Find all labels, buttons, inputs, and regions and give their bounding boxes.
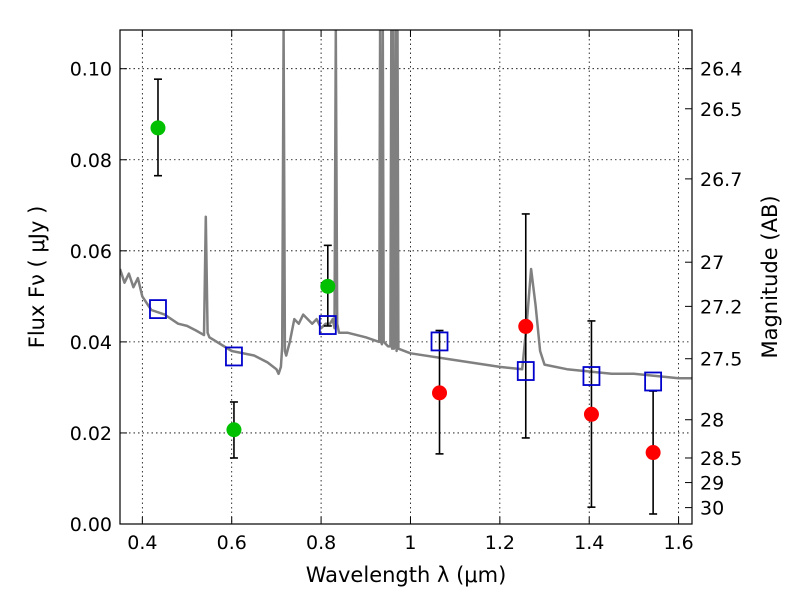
- y-tick-label: 0.00: [70, 514, 112, 536]
- y2-tick-label: 28: [700, 410, 724, 432]
- y2-axis-label: Magnitude (AB): [758, 195, 782, 358]
- model-photometry-square: [644, 371, 663, 392]
- y2-tick-label: 30: [700, 498, 724, 520]
- y2-tick-label: 27: [700, 252, 724, 274]
- data-point: [226, 422, 242, 438]
- y2-tick-label: 27.2: [700, 296, 742, 318]
- y-axis-label: Flux Fν ( μJy ): [25, 206, 49, 349]
- y2-tick-label: 27.5: [700, 349, 742, 371]
- y2-tick-label: 26.4: [700, 59, 742, 81]
- y2-tick-label: 26.5: [700, 99, 742, 121]
- model-photometry-square: [225, 346, 243, 367]
- plot-layer: [120, 30, 692, 515]
- y-tick-label: 0.04: [70, 332, 112, 354]
- x-tick-label: 1.2: [485, 532, 515, 554]
- y-tick-label: 0.02: [70, 423, 112, 445]
- x-tick-label: 1.6: [663, 532, 693, 554]
- x-tick-label: 0.8: [306, 532, 336, 554]
- x-axis-label: Wavelength λ (μm): [306, 563, 507, 587]
- axis-layer: 0.4 0.6 0.8 1 1.2 1.4 1.6 0.00 0.02 0.04 0.06 0.08 0…: [70, 30, 742, 554]
- y-tick-label: 0.10: [70, 59, 112, 81]
- y-tick-label: 0.06: [70, 241, 112, 263]
- model-photometry-square: [430, 331, 449, 352]
- model-photometry-square: [149, 299, 167, 319]
- y2-tick-label: 29: [700, 473, 724, 495]
- x-tick-label: 1: [404, 532, 416, 554]
- data-point: [150, 120, 166, 136]
- y-tick-label: 0.08: [70, 150, 112, 172]
- y2-tick-label: 26.7: [700, 169, 742, 191]
- y2-tick-label: 28.5: [700, 448, 742, 470]
- model-photometry-square: [582, 366, 601, 386]
- x-tick-label: 0.4: [127, 532, 157, 554]
- plot-frame: [119, 29, 693, 525]
- model-photometry-square: [318, 315, 337, 335]
- data-point: [645, 445, 661, 461]
- x-tick-label: 0.6: [217, 532, 247, 554]
- data-point: [320, 278, 336, 294]
- data-point: [583, 406, 599, 422]
- x-tick-label: 1.4: [574, 532, 604, 554]
- data-point: [432, 385, 448, 401]
- data-point: [518, 318, 534, 334]
- model-photometry-square: [516, 361, 535, 381]
- model-spectrum-line: [120, 30, 692, 380]
